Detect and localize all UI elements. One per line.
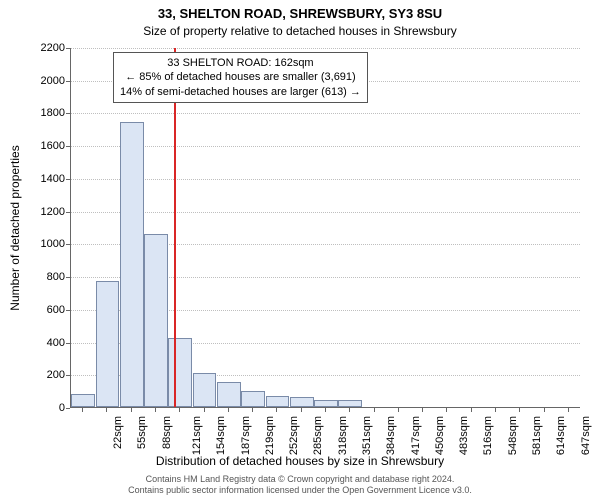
xtick-mark	[471, 408, 472, 412]
xtick-mark	[325, 408, 326, 412]
histogram-bar	[168, 338, 192, 407]
histogram-bar	[71, 394, 95, 407]
xtick-label: 219sqm	[264, 416, 276, 455]
ytick-mark	[66, 408, 70, 409]
ytick-mark	[66, 244, 70, 245]
histogram-bar	[144, 234, 168, 407]
xtick-mark	[155, 408, 156, 412]
histogram-bar	[193, 373, 217, 407]
xtick-mark	[179, 408, 180, 412]
xtick-label: 22sqm	[112, 416, 124, 449]
xtick-mark	[519, 408, 520, 412]
xtick-mark	[204, 408, 205, 412]
gridline	[71, 48, 580, 49]
ytick-label: 1600	[25, 140, 65, 152]
chart-container: 33, SHELTON ROAD, SHREWSBURY, SY3 8SU Si…	[0, 0, 600, 500]
gridline	[71, 146, 580, 147]
ytick-label: 600	[25, 304, 65, 316]
gridline	[71, 179, 580, 180]
xtick-label: 647sqm	[580, 416, 592, 455]
ytick-mark	[66, 343, 70, 344]
xtick-label: 154sqm	[215, 416, 227, 455]
xtick-mark	[228, 408, 229, 412]
xtick-mark	[544, 408, 545, 412]
gridline	[71, 113, 580, 114]
xtick-mark	[398, 408, 399, 412]
xtick-label: 252sqm	[288, 416, 300, 455]
ytick-label: 1000	[25, 238, 65, 250]
ytick-mark	[66, 277, 70, 278]
xtick-label: 450sqm	[434, 416, 446, 455]
chart-title-sub: Size of property relative to detached ho…	[0, 24, 600, 38]
xtick-label: 285sqm	[313, 416, 325, 455]
xtick-label: 187sqm	[240, 416, 252, 455]
xtick-label: 417sqm	[410, 416, 422, 455]
annotation-box: 33 SHELTON ROAD: 162sqm← 85% of detached…	[113, 52, 368, 103]
footer-line-1: Contains HM Land Registry data © Crown c…	[0, 474, 600, 485]
xtick-label: 614sqm	[555, 416, 567, 455]
xtick-mark	[82, 408, 83, 412]
ytick-mark	[66, 375, 70, 376]
ytick-label: 200	[25, 369, 65, 381]
xtick-mark	[276, 408, 277, 412]
footer-line-2: Contains public sector information licen…	[0, 485, 600, 496]
xtick-label: 581sqm	[531, 416, 543, 455]
chart-title-main: 33, SHELTON ROAD, SHREWSBURY, SY3 8SU	[0, 6, 600, 21]
histogram-bar	[241, 391, 265, 407]
ytick-label: 800	[25, 271, 65, 283]
histogram-bar	[338, 400, 362, 407]
xtick-mark	[374, 408, 375, 412]
annotation-line-1: 33 SHELTON ROAD: 162sqm	[120, 56, 361, 70]
ytick-mark	[66, 81, 70, 82]
xtick-mark	[349, 408, 350, 412]
ytick-label: 1800	[25, 107, 65, 119]
histogram-bar	[290, 397, 314, 407]
ytick-label: 2000	[25, 75, 65, 87]
annotation-line-2: ← 85% of detached houses are smaller (3,…	[120, 70, 361, 84]
xtick-label: 516sqm	[483, 416, 495, 455]
xtick-label: 121sqm	[191, 416, 203, 455]
ytick-label: 1400	[25, 173, 65, 185]
xtick-label: 384sqm	[385, 416, 397, 455]
footer-attribution: Contains HM Land Registry data © Crown c…	[0, 474, 600, 496]
xtick-mark	[106, 408, 107, 412]
gridline	[71, 212, 580, 213]
ytick-mark	[66, 113, 70, 114]
xtick-label: 55sqm	[136, 416, 148, 449]
ytick-label: 1200	[25, 206, 65, 218]
xtick-mark	[495, 408, 496, 412]
ytick-mark	[66, 212, 70, 213]
x-axis-label: Distribution of detached houses by size …	[0, 454, 600, 468]
xtick-mark	[422, 408, 423, 412]
ytick-label: 400	[25, 337, 65, 349]
ytick-label: 0	[25, 402, 65, 414]
xtick-mark	[252, 408, 253, 412]
histogram-bar	[96, 281, 120, 407]
xtick-label: 88sqm	[161, 416, 173, 449]
histogram-bar	[217, 382, 241, 407]
ytick-mark	[66, 310, 70, 311]
xtick-label: 483sqm	[458, 416, 470, 455]
ytick-label: 2200	[25, 42, 65, 54]
ytick-mark	[66, 146, 70, 147]
xtick-mark	[568, 408, 569, 412]
xtick-label: 548sqm	[507, 416, 519, 455]
plot-area: 33 SHELTON ROAD: 162sqm← 85% of detached…	[70, 48, 580, 408]
xtick-mark	[446, 408, 447, 412]
xtick-label: 318sqm	[337, 416, 349, 455]
xtick-mark	[131, 408, 132, 412]
ytick-mark	[66, 179, 70, 180]
xtick-label: 351sqm	[361, 416, 373, 455]
xtick-mark	[301, 408, 302, 412]
histogram-bar	[314, 400, 338, 407]
histogram-bar	[120, 122, 144, 407]
ytick-mark	[66, 48, 70, 49]
histogram-bar	[266, 396, 290, 407]
annotation-line-3: 14% of semi-detached houses are larger (…	[120, 85, 361, 99]
